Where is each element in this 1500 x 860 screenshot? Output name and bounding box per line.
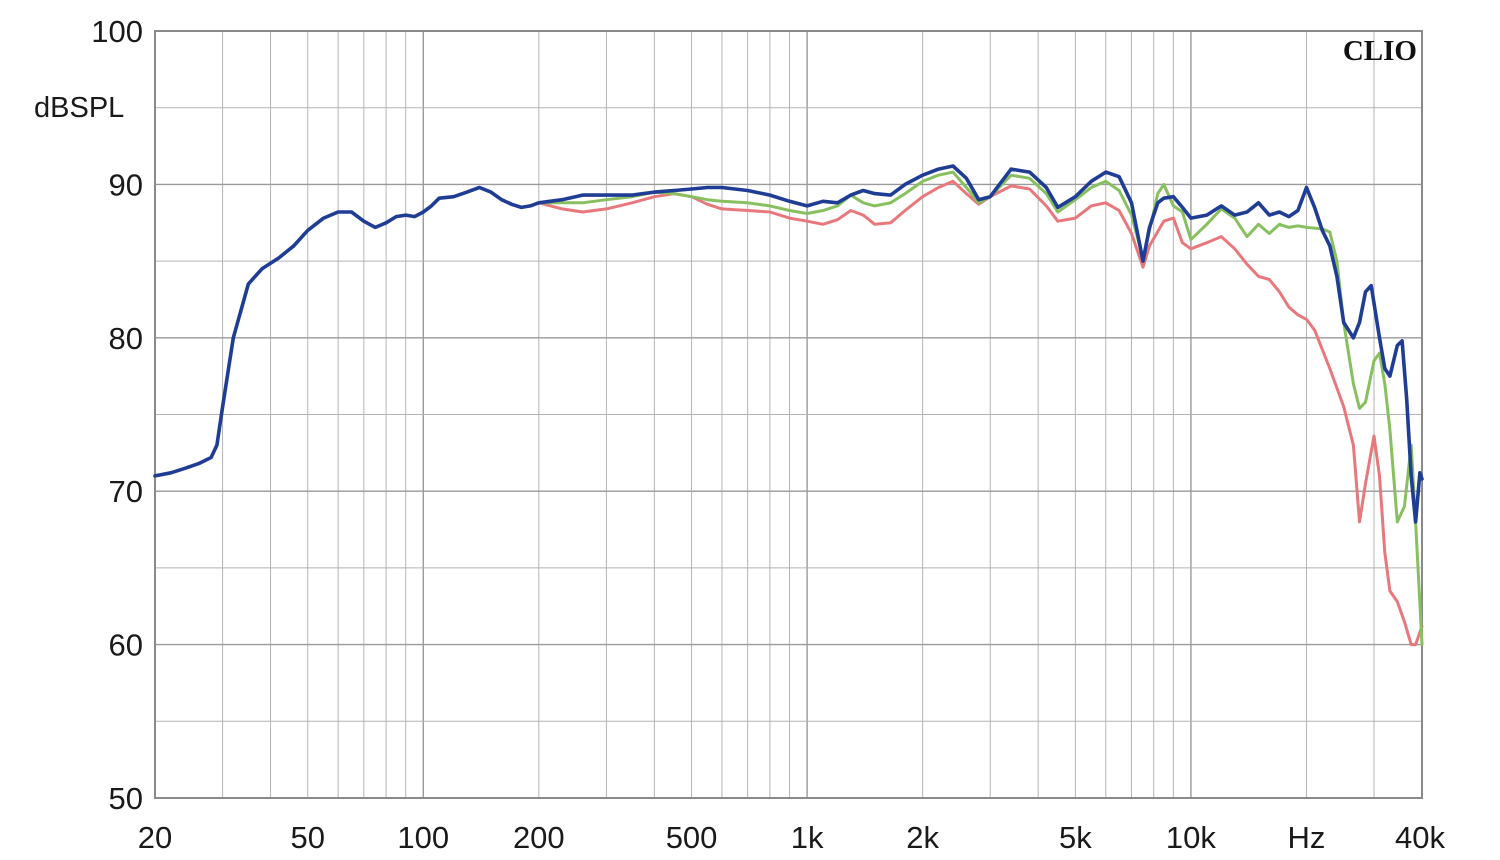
x-tick-label: 2k (906, 820, 939, 855)
y-tick-label: 80 (109, 321, 143, 356)
x-tick-label: 1k (791, 820, 824, 855)
series-line-1 (537, 179, 1424, 647)
series-layer (153, 164, 1424, 647)
y-tick-label: 70 (109, 474, 143, 509)
chart-grid (155, 31, 1422, 798)
x-tick-label: 5k (1059, 820, 1092, 855)
y-tick-label: 90 (109, 167, 143, 202)
brand-logo-text: CLIO (1343, 35, 1417, 67)
x-tick-label: 500 (666, 820, 718, 855)
x-tick-label: 200 (513, 820, 565, 855)
x-tick-label: 40k (1395, 820, 1445, 855)
series-line-2 (537, 170, 1424, 647)
y-tick-labels: 100 90 80 70 60 50 (91, 14, 143, 816)
x-tick-label: 10k (1166, 820, 1216, 855)
y-axis-unit-label: dBSPL (34, 92, 124, 124)
plot-frame (154, 30, 1423, 799)
y-tick-label: 60 (109, 628, 143, 663)
y-tick-label: 100 (91, 14, 143, 49)
x-tick-label: 100 (397, 820, 449, 855)
x-tick-label: Hz (1288, 820, 1326, 855)
x-tick-label: 20 (138, 820, 172, 855)
y-tick-label: 50 (109, 781, 143, 816)
series-line-3 (153, 164, 1424, 524)
x-tick-label: 50 (290, 820, 324, 855)
x-tick-labels: 20 50 100 200 500 1k 2k 5k 10k Hz 40k (138, 820, 1446, 855)
